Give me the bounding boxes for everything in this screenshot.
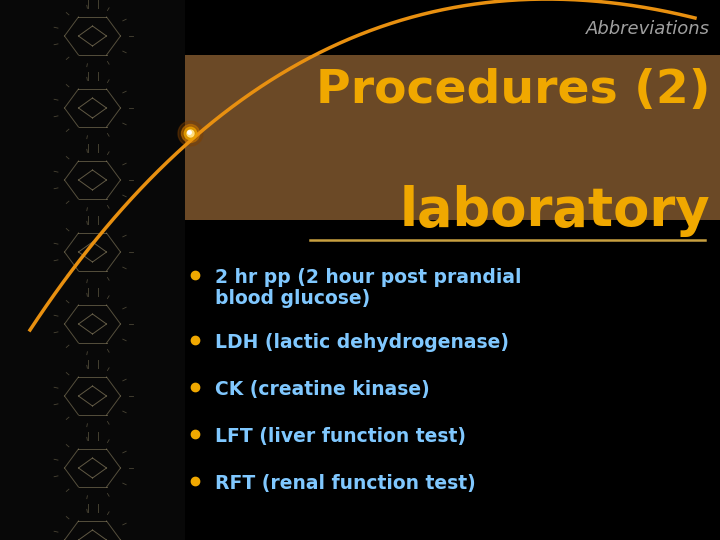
Bar (0, 0, 185, 540)
Text: Procedures (2): Procedures (2) (315, 68, 710, 113)
Text: CK (creatine kinase): CK (creatine kinase) (215, 380, 430, 399)
Text: LDH (lactic dehydrogenase): LDH (lactic dehydrogenase) (215, 333, 509, 352)
Text: laboratory: laboratory (400, 185, 710, 237)
Bar (185, 55, 720, 220)
Text: 2 hr pp (2 hour post prandial
blood glucose): 2 hr pp (2 hour post prandial blood gluc… (215, 268, 521, 307)
Text: Abbreviations: Abbreviations (586, 20, 710, 38)
Text: RFT (renal function test): RFT (renal function test) (215, 474, 476, 493)
Text: LFT (liver function test): LFT (liver function test) (215, 427, 466, 446)
